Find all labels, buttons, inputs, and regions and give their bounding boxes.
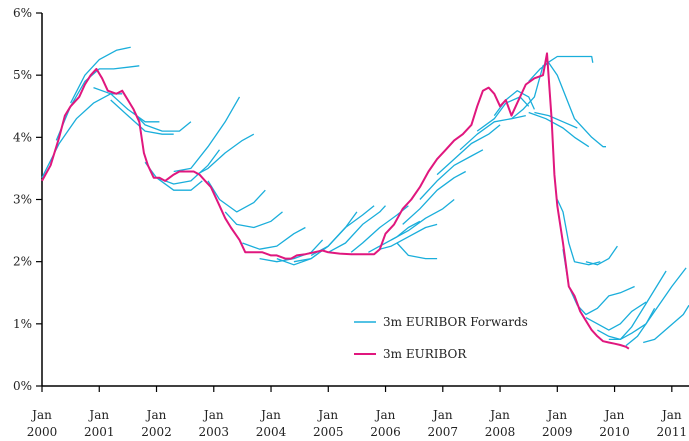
y-tick-label: 2%: [13, 255, 32, 269]
forward-curve-line: [528, 62, 606, 148]
forward-curve-line: [327, 205, 386, 253]
forward-curve-line: [643, 304, 689, 344]
x-tick-label-year: 2011: [657, 425, 688, 439]
forward-curve-line: [390, 198, 455, 241]
forward-curve-line: [402, 170, 467, 225]
x-tick-label-year: 2005: [313, 425, 344, 439]
forward-curve-line: [419, 149, 484, 200]
x-tick-label-month: Jan: [431, 408, 453, 422]
x-tick-label-year: 2008: [485, 425, 516, 439]
forward-curve-line: [436, 124, 501, 176]
y-tick-label: 5%: [13, 68, 32, 82]
forward-curve-line: [396, 242, 438, 260]
forward-curve-line: [93, 86, 160, 123]
y-tick-label: 3%: [13, 193, 32, 207]
x-tick-label-month: Jan: [374, 408, 396, 422]
forward-curve-line: [41, 93, 123, 178]
forward-curve-line: [144, 161, 203, 191]
x-tick-label-month: Jan: [660, 408, 682, 422]
forward-curve-line: [511, 55, 594, 120]
forward-curve-line: [556, 199, 601, 266]
x-tick-label-year: 2002: [141, 425, 172, 439]
forward-curve-line: [133, 112, 192, 132]
forward-curve-line: [242, 226, 306, 250]
y-tick-label: 6%: [13, 6, 32, 20]
y-tick-label: 4%: [13, 130, 32, 144]
y-ticks: 0% 1% 2% 3% 4% 5% 6%: [13, 6, 42, 393]
forward-curve-line: [110, 99, 174, 135]
forward-curve-line: [173, 96, 241, 173]
forward-curve-line: [528, 111, 590, 148]
x-tick-label-year: 2004: [256, 425, 287, 439]
x-tick-label-month: Jan: [202, 408, 224, 422]
legend-label-forwards: 3m EURIBOR Forwards: [383, 315, 528, 329]
x-tick-label-year: 2006: [370, 425, 401, 439]
euribor-series-line: [41, 52, 630, 350]
forward-curve-line: [259, 239, 324, 263]
forward-curve-line: [585, 301, 647, 331]
forward-curve-line: [196, 133, 255, 176]
forward-curve-line: [625, 267, 687, 347]
forward-curve-line: [534, 111, 578, 129]
forward-curve-line: [310, 205, 375, 256]
x-tick-label-month: Jan: [603, 408, 625, 422]
forward-curves: [41, 46, 689, 347]
forward-curve-line: [224, 211, 283, 229]
forward-curve-line: [379, 223, 438, 250]
y-tick-label: 1%: [13, 317, 32, 331]
x-tick-label-year: 2009: [542, 425, 573, 439]
x-tick-label-month: Jan: [488, 408, 510, 422]
forward-curve-line: [156, 149, 221, 185]
plot-area: 0% 1% 2% 3% 4% 5% 6% Jan 2000 Jan 2001 Jan 2002 Jan 2…: [13, 6, 689, 439]
x-tick-label-year: 2007: [428, 425, 459, 439]
y-tick-label: 0%: [13, 379, 32, 393]
x-tick-label-month: Jan: [30, 408, 52, 422]
legend: 3m EURIBOR Forwards 3m EURIBOR: [354, 315, 528, 361]
x-tick-label-month: Jan: [316, 408, 338, 422]
x-tick-label-year: 2001: [84, 425, 115, 439]
x-tick-label-year: 2010: [599, 425, 630, 439]
legend-item-forwards: 3m EURIBOR Forwards: [354, 315, 528, 329]
x-tick-label-year: 2003: [198, 425, 229, 439]
x-tick-label-month: Jan: [145, 408, 167, 422]
forward-curve-line: [585, 245, 618, 266]
forward-curve-line: [459, 114, 526, 151]
x-tick-label-year: 2000: [27, 425, 58, 439]
forward-curve-line: [476, 96, 530, 132]
legend-label-euribor: 3m EURIBOR: [383, 347, 467, 361]
forward-curve-line: [70, 46, 131, 104]
x-ticks: Jan 2000 Jan 2001 Jan 2002 Jan 2003 Jan 2004 Jan 20…: [27, 386, 687, 439]
x-tick-label-month: Jan: [545, 408, 567, 422]
forward-curve-line: [207, 180, 266, 213]
x-tick-label-month: Jan: [87, 408, 109, 422]
legend-item-euribor: 3m EURIBOR: [354, 347, 467, 361]
forward-curve-line: [608, 270, 667, 341]
x-tick-label-month: Jan: [259, 408, 281, 422]
forward-curve-line: [368, 220, 421, 253]
